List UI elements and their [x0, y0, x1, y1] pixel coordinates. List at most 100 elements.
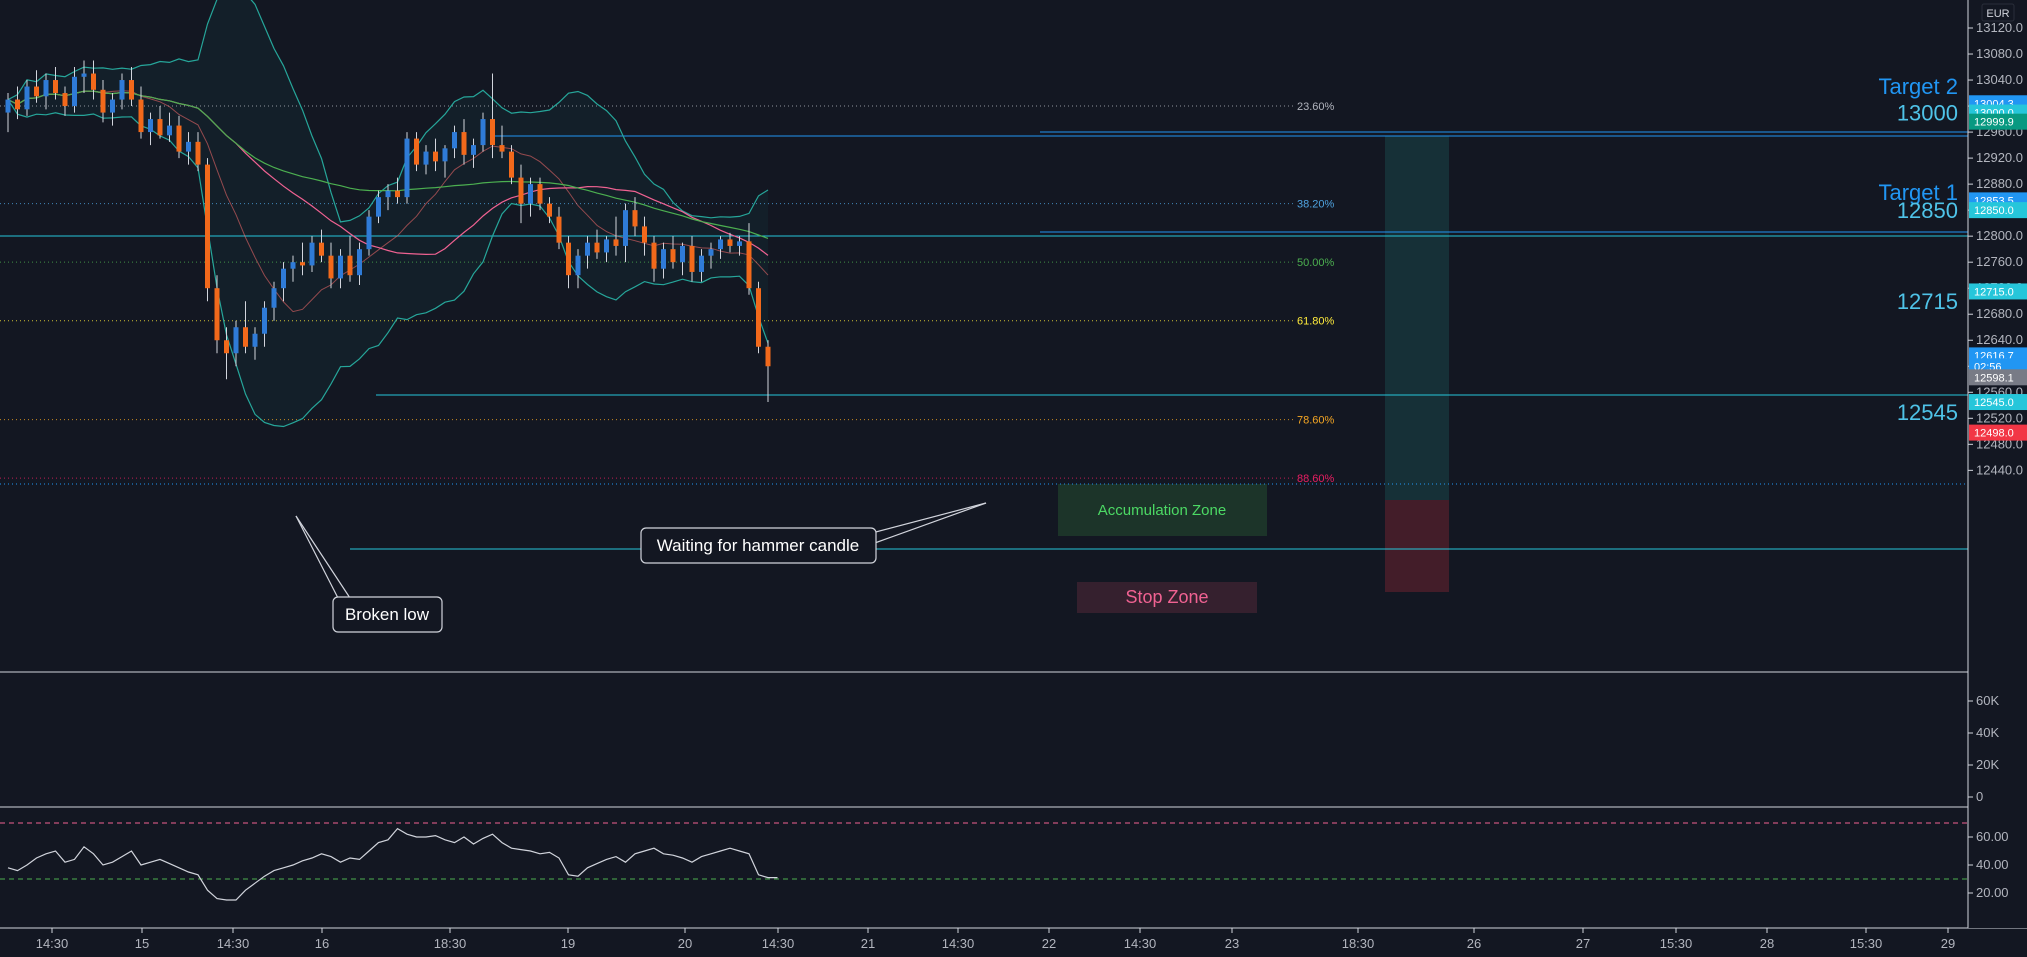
- candle-body: [613, 239, 619, 246]
- candle: [423, 145, 429, 175]
- candle: [300, 242, 305, 276]
- price-tag-label: 12850.0: [1974, 205, 2014, 217]
- candle: [680, 242, 685, 276]
- candle: [689, 236, 695, 282]
- candle: [15, 86, 20, 120]
- candle: [243, 301, 248, 354]
- candle-body: [708, 249, 714, 256]
- candle: [91, 60, 96, 100]
- candle-body: [689, 245, 695, 272]
- candle-body: [176, 125, 182, 152]
- candle-body: [148, 119, 153, 133]
- candle-body: [233, 327, 239, 354]
- candle-body: [110, 99, 115, 113]
- price-tag-label: 12999.9: [1974, 117, 2014, 129]
- candle: [167, 112, 172, 142]
- candle-body: [433, 151, 438, 162]
- time-tick-label: 18:30: [434, 936, 467, 951]
- candle: [661, 242, 666, 279]
- candle-body: [680, 245, 685, 263]
- candle: [566, 236, 571, 289]
- candle-body: [138, 99, 144, 133]
- price-tag-label: 12498.0: [1974, 428, 2014, 440]
- level-label: 12850: [1897, 198, 1958, 223]
- price-tag: [1969, 113, 2027, 130]
- candle: [176, 115, 182, 159]
- candle: [129, 67, 134, 107]
- candle-body: [271, 288, 277, 308]
- candle: [72, 67, 77, 113]
- candle: [81, 60, 87, 94]
- candle: [376, 190, 381, 224]
- time-tick-label: 14:30: [217, 936, 250, 951]
- candle: [24, 80, 30, 116]
- candle-body: [623, 210, 628, 246]
- candle: [613, 216, 619, 256]
- candle: [262, 301, 267, 347]
- time-tick-label: 20: [678, 936, 692, 951]
- candle: [670, 236, 676, 269]
- price-tick-label: 12880.0: [1976, 176, 2023, 191]
- horizontal-levels: [0, 131, 1968, 550]
- currency-badge[interactable]: [1981, 3, 2015, 22]
- candle: [737, 236, 742, 256]
- candle: [281, 262, 286, 302]
- candle-body: [214, 288, 220, 341]
- time-tick-label: 22: [1042, 936, 1056, 951]
- time-tick-label: 26: [1467, 936, 1481, 951]
- volume-tick-label: 60K: [1976, 693, 1999, 708]
- candle-body: [699, 255, 704, 272]
- price-tick-label: 12440.0: [1976, 462, 2023, 477]
- time-tick-label: 21: [861, 936, 875, 951]
- candle: [585, 236, 590, 269]
- rsi-tick-label: 60.00: [1976, 829, 2009, 844]
- candle-body: [594, 242, 600, 253]
- candle: [727, 232, 733, 253]
- candle-body: [24, 86, 30, 110]
- candle: [537, 177, 543, 211]
- candle-body: [499, 145, 505, 152]
- candle-body: [53, 80, 58, 94]
- time-tick-label: 27: [1576, 936, 1590, 951]
- price-tick-label: 13080.0: [1976, 46, 2023, 61]
- fib-label: 23.60%: [1297, 101, 1335, 113]
- candle: [632, 197, 638, 237]
- candle-body: [300, 262, 305, 266]
- price-tick-label: 13120.0: [1976, 20, 2023, 35]
- candle: [309, 236, 315, 272]
- candle-body: [357, 249, 362, 276]
- candle: [385, 184, 391, 211]
- candle: [651, 236, 657, 282]
- fib-label: 78.60%: [1297, 415, 1335, 427]
- candle: [452, 125, 457, 159]
- candle-body: [100, 89, 106, 113]
- level-label: Target 1: [1879, 180, 1959, 205]
- candle: [366, 210, 372, 256]
- candle-body: [509, 151, 514, 178]
- bb-lower-line: [7, 99, 769, 428]
- price-tick-label: 12760.0: [1976, 254, 2023, 269]
- candle-body: [442, 148, 448, 162]
- candle-body: [62, 93, 68, 107]
- level-label: 12545: [1897, 400, 1958, 425]
- candle-body: [129, 80, 134, 100]
- candle: [233, 320, 239, 367]
- candle-body: [632, 210, 638, 227]
- candle-body: [262, 307, 267, 334]
- price-axis[interactable]: [1968, 0, 2027, 928]
- position-target-area: [1385, 136, 1449, 500]
- candle: [556, 206, 562, 250]
- fib-label: 61.80%: [1297, 316, 1335, 328]
- candle: [528, 177, 533, 217]
- candle: [148, 112, 153, 146]
- candle: [43, 73, 49, 110]
- candle-body: [661, 249, 666, 269]
- candle: [328, 242, 334, 289]
- bollinger-band-fill: [8, 0, 768, 427]
- broken-low-label: Broken low: [345, 605, 430, 624]
- hammer-callout: Waiting for hammer candle: [640, 502, 987, 564]
- time-axis[interactable]: 14:30 15 14:30 16 18:30 19 20 14:30 21 14:30 22 14:…: [36, 928, 1956, 951]
- candle: [205, 158, 210, 302]
- candle: [252, 327, 258, 360]
